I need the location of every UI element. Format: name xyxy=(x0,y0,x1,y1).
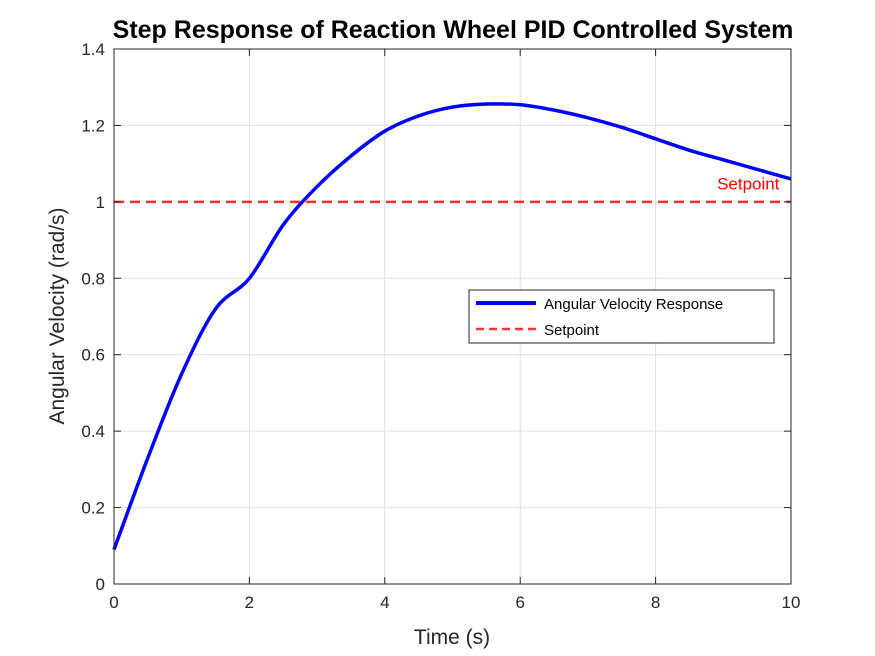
x-tick-label: 0 xyxy=(109,593,118,612)
y-tick-label: 1.4 xyxy=(81,40,105,59)
legend: Angular Velocity Response Setpoint xyxy=(468,289,775,344)
y-tick-label: 0.4 xyxy=(81,422,105,441)
y-tick-label: 1.2 xyxy=(81,116,105,135)
x-axis-label: Time (s) xyxy=(414,626,490,649)
tick-labels: 0 2 4 6 8 10 0 0.2 0.4 0.6 0.8 1 1.2 1.4 xyxy=(81,40,800,612)
chart-title: Step Response of Reaction Wheel PID Cont… xyxy=(113,16,794,44)
series-layer xyxy=(112,102,792,551)
x-tick-label: 6 xyxy=(515,593,524,612)
x-tick-label: 4 xyxy=(380,593,389,612)
y-tick-label: 0.2 xyxy=(81,499,105,518)
legend-label-setpoint: Setpoint xyxy=(544,322,600,339)
y-tick-label: 0.6 xyxy=(81,346,105,365)
x-tick-label: 10 xyxy=(782,593,801,612)
axes-box xyxy=(113,48,792,585)
setpoint-annotation: Setpoint xyxy=(717,175,780,194)
ticks xyxy=(113,48,792,585)
y-tick-label: 1 xyxy=(96,193,105,212)
x-tick-label: 2 xyxy=(245,593,254,612)
legend-box xyxy=(468,289,775,344)
y-tick-label: 0 xyxy=(96,575,105,594)
x-tick-label: 8 xyxy=(651,593,660,612)
series-line-angular-velocity-response xyxy=(112,102,792,551)
y-tick-label: 0.8 xyxy=(81,269,105,288)
legend-label-response: Angular Velocity Response xyxy=(544,296,723,313)
y-axis-label: Angular Velocity (rad/s) xyxy=(46,207,69,424)
